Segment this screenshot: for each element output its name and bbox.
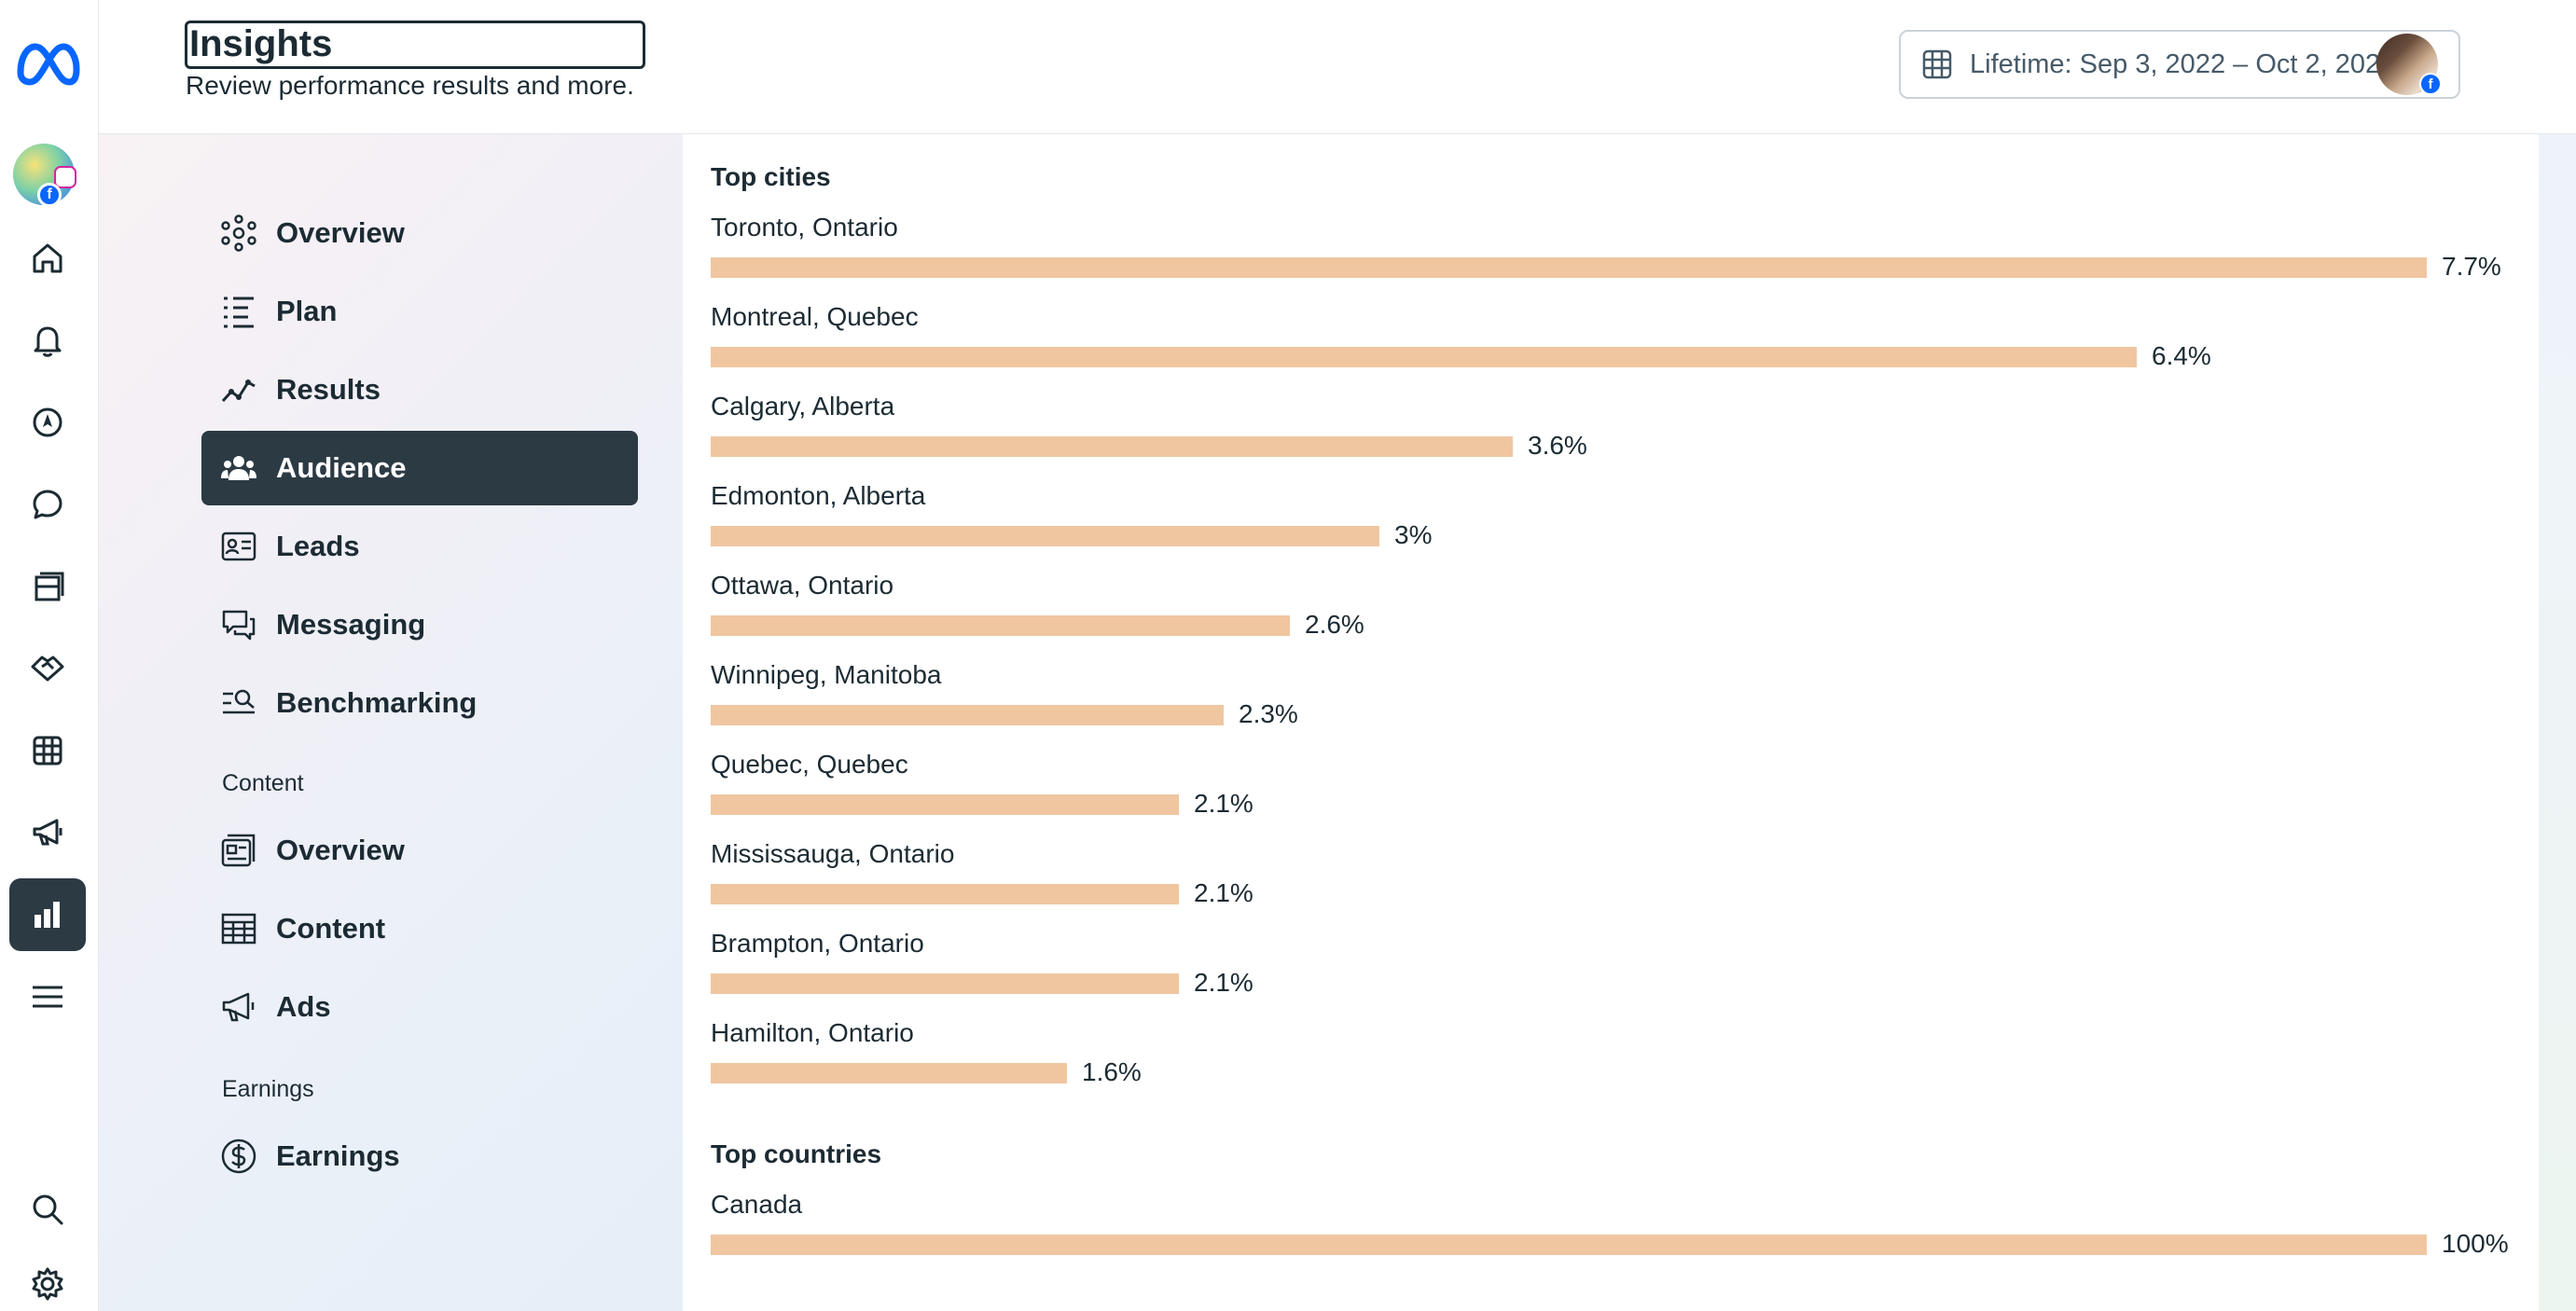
plan-icon [224, 297, 254, 328]
pages-icon[interactable] [9, 550, 86, 623]
category-label: Montreal, Quebec [711, 302, 919, 331]
page-subtitle: Review performance results and more. [186, 71, 634, 100]
bar [711, 794, 1179, 815]
nav-item-messaging[interactable]: Messaging [201, 587, 638, 662]
content-table-icon [221, 913, 256, 945]
nav-item-label: Benchmarking [276, 686, 478, 719]
megaphone-icon[interactable] [9, 796, 86, 869]
insights-icon[interactable] [9, 878, 86, 951]
insights-sidenav: Overview Plan Results Audience [99, 134, 683, 1311]
value-label: 1.6% [1082, 1057, 1142, 1086]
nav-item-earnings[interactable]: Earnings [201, 1119, 638, 1194]
date-range-label: Lifetime: Sep 3, 2022 – Oct 2, 2025 [1970, 48, 2396, 79]
nav-item-label: Plan [276, 295, 338, 327]
nav-item-label: Messaging [276, 608, 426, 641]
bar [711, 436, 1513, 457]
benchmarking-icon [223, 689, 255, 714]
bar [711, 1063, 1067, 1083]
value-label: 6.4% [2152, 341, 2211, 370]
nav-item-results[interactable]: Results [201, 352, 638, 427]
value-label: 2.1% [1194, 878, 1253, 907]
value-label: 2.3% [1239, 699, 1298, 728]
category-label: Quebec, Quebec [711, 750, 908, 779]
category-label: Ottawa, Ontario [711, 571, 894, 600]
bar [711, 615, 1290, 636]
content-overview-icon [221, 834, 256, 867]
nav-item-label: Earnings [276, 1139, 400, 1172]
chart-title: Top countries [711, 1139, 882, 1168]
value-label: 2.6% [1305, 610, 1364, 639]
nav-item-leads[interactable]: Leads [201, 509, 638, 584]
category-label: Toronto, Ontario [711, 213, 898, 242]
bar [711, 526, 1379, 546]
value-label: 2.1% [1194, 968, 1253, 997]
home-icon[interactable] [9, 222, 86, 295]
ads-icon [222, 992, 255, 1022]
table-icon[interactable] [9, 714, 86, 787]
category-label: Winnipeg, Manitoba [711, 660, 942, 689]
value-label: 100% [2442, 1229, 2509, 1258]
search-icon[interactable] [9, 1173, 86, 1246]
value-label: 3% [1394, 520, 1433, 549]
value-label: 3.6% [1528, 431, 1587, 460]
compass-icon[interactable] [9, 386, 86, 459]
page-title: Insights [185, 21, 645, 69]
overview-icon [221, 214, 256, 252]
value-label: 2.1% [1194, 789, 1253, 818]
category-label: Calgary, Alberta [711, 392, 895, 421]
nav-item-label: Audience [276, 451, 407, 484]
nav-item-ads[interactable]: Ads [201, 970, 638, 1044]
category-label: Edmonton, Alberta [711, 481, 926, 510]
chart-title: Top cities [711, 162, 831, 191]
value-label: 7.7% [2442, 252, 2501, 281]
nav-item-label: Results [276, 373, 381, 406]
facebook-badge-icon: f [37, 183, 62, 207]
nav-item-label: Overview [276, 834, 405, 866]
bar [711, 347, 2137, 367]
bar [711, 257, 2427, 278]
meta-logo-icon[interactable] [13, 28, 84, 99]
menu-icon[interactable] [9, 960, 86, 1033]
messages-icon[interactable] [9, 468, 86, 541]
handshake-icon[interactable] [9, 632, 86, 705]
nav-item-label: Leads [276, 530, 360, 562]
page-header: Insights Review performance results and … [99, 0, 2576, 134]
right-edge-panel [2539, 134, 2576, 1311]
notifications-icon[interactable] [9, 304, 86, 377]
category-label: Brampton, Ontario [711, 929, 924, 958]
audience-icon [221, 456, 256, 480]
audience-content: Top cities Toronto, Ontario 7.7% Montreal, … [683, 134, 2539, 1311]
nav-item-benchmarking[interactable]: Benchmarking [201, 666, 638, 740]
messaging-icon [222, 610, 256, 641]
date-range-picker[interactable]: Lifetime: Sep 3, 2022 – Oct 2, 2025 [1899, 30, 2460, 99]
leads-icon [221, 531, 256, 561]
nav-section-content: Content [222, 770, 304, 796]
nav-item-label: Content [276, 912, 386, 945]
instagram-badge-icon [54, 166, 76, 188]
bar [711, 1235, 2427, 1255]
nav-section-earnings: Earnings [222, 1076, 314, 1102]
global-nav-rail: f [0, 0, 99, 1311]
gear-icon[interactable] [9, 1248, 86, 1311]
nav-item-label: Overview [276, 216, 405, 249]
bar [711, 884, 1179, 904]
results-icon [221, 380, 256, 403]
nav-item-content-overview[interactable]: Overview [201, 813, 638, 888]
nav-item-label: Ads [276, 990, 331, 1023]
dollar-icon [221, 1138, 256, 1174]
nav-item-content[interactable]: Content [201, 891, 638, 966]
nav-item-audience[interactable]: Audience [201, 431, 638, 505]
facebook-badge-icon: f [2419, 73, 2442, 95]
calendar-icon [1922, 49, 1952, 79]
category-label: Hamilton, Ontario [711, 1018, 914, 1047]
bar [711, 705, 1224, 725]
category-label: Mississauga, Ontario [711, 839, 955, 868]
bar [711, 973, 1179, 994]
nav-item-overview[interactable]: Overview [201, 196, 638, 270]
category-label: Canada [711, 1190, 803, 1219]
nav-item-plan[interactable]: Plan [201, 274, 638, 349]
